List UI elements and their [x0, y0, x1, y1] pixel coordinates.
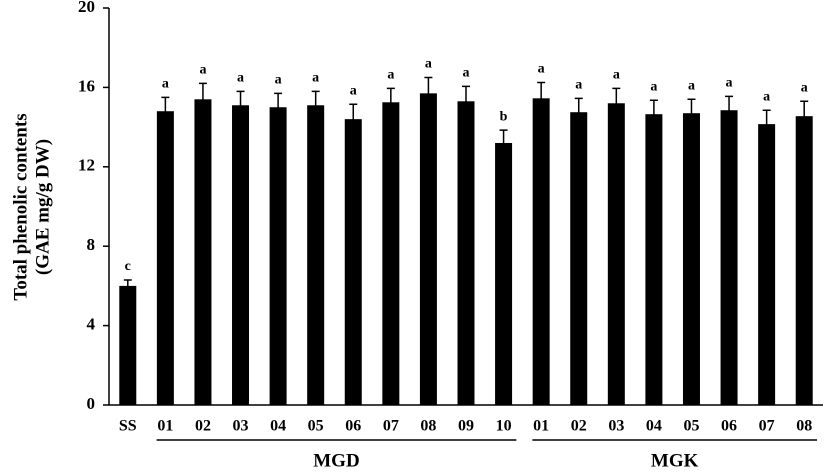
significance-letter: a — [650, 80, 657, 95]
x-tick-label: 09 — [458, 418, 474, 435]
significance-letter: a — [199, 63, 206, 78]
error-bar — [123, 279, 132, 292]
error-bar — [762, 109, 771, 139]
x-tick-label: 05 — [683, 418, 699, 435]
bar — [532, 98, 550, 405]
error-bar — [311, 90, 320, 120]
y-tick-label: 8 — [87, 235, 96, 254]
error-bar — [687, 98, 696, 128]
bar — [194, 99, 212, 405]
x-tick-label: 03 — [608, 418, 624, 435]
significance-letter: a — [801, 81, 808, 96]
significance-letter: b — [500, 109, 508, 124]
y-axis-label: Total phenolic contents — [10, 113, 31, 300]
error-bar — [725, 95, 734, 125]
bar — [382, 102, 400, 405]
error-bar — [537, 81, 546, 115]
significance-letter: c — [125, 259, 131, 274]
x-tick-label: 07 — [759, 418, 775, 435]
error-bar — [574, 97, 583, 127]
significance-letter: a — [237, 71, 244, 86]
bar — [307, 105, 325, 405]
x-tick-label: 03 — [233, 418, 249, 435]
significance-letter: a — [763, 89, 770, 104]
error-bar — [499, 129, 508, 156]
bar — [419, 93, 437, 405]
significance-letter: a — [350, 83, 357, 98]
x-tick-label: 04 — [270, 418, 286, 435]
group-label: MGK — [651, 450, 699, 471]
bar — [795, 116, 813, 406]
error-bar — [349, 103, 358, 135]
x-tick-label: 07 — [383, 418, 399, 435]
bar — [682, 113, 700, 405]
significance-letter: a — [688, 79, 695, 94]
significance-letter: a — [575, 78, 582, 93]
significance-letter: a — [613, 68, 620, 83]
bar — [607, 103, 625, 405]
bar — [119, 285, 137, 405]
y-tick-label: 20 — [78, 0, 95, 16]
group-label: MGD — [313, 450, 359, 471]
x-tick-label: 01 — [533, 418, 549, 435]
bar — [758, 124, 776, 405]
significance-letter: a — [538, 62, 545, 77]
error-bar — [612, 87, 621, 119]
error-bar — [198, 82, 207, 116]
x-tick-label: 02 — [571, 418, 587, 435]
significance-letter: a — [312, 71, 319, 86]
x-tick-label: SS — [119, 418, 137, 435]
bar — [495, 142, 513, 406]
significance-letter: a — [425, 57, 432, 72]
x-tick-label: 10 — [496, 418, 512, 435]
x-tick-label: 02 — [195, 418, 211, 435]
error-bar — [161, 96, 170, 126]
significance-letter: a — [463, 66, 470, 81]
x-tick-label: 06 — [345, 418, 361, 435]
x-tick-label: 01 — [157, 418, 173, 435]
bar — [570, 112, 588, 406]
x-tick-label: 05 — [308, 418, 324, 435]
error-bar — [274, 92, 283, 122]
x-tick-label: 08 — [796, 418, 812, 435]
error-bar — [462, 85, 470, 117]
bar — [232, 105, 250, 405]
error-bar — [386, 87, 395, 117]
x-tick-label: 08 — [420, 418, 436, 435]
y-tick-label: 0 — [87, 394, 96, 413]
bar — [156, 111, 174, 405]
significance-letter: a — [275, 73, 282, 88]
error-bar — [424, 76, 433, 110]
x-tick-label: 04 — [646, 418, 662, 435]
y-tick-label: 16 — [78, 76, 95, 95]
error-bar — [800, 100, 809, 132]
bar — [344, 119, 362, 405]
y-axis-label: (GAE mg/g DW) — [32, 139, 53, 275]
bar — [645, 114, 663, 405]
significance-letter: a — [162, 77, 169, 92]
significance-letter: a — [387, 68, 394, 83]
significance-letter: a — [726, 76, 733, 91]
bar — [269, 107, 287, 405]
error-bar — [236, 90, 245, 120]
x-tick-label: 06 — [721, 418, 737, 435]
bar — [457, 101, 475, 406]
y-tick-label: 4 — [87, 315, 96, 334]
error-bar — [649, 99, 658, 129]
bar — [720, 110, 738, 405]
y-tick-label: 12 — [78, 156, 95, 175]
